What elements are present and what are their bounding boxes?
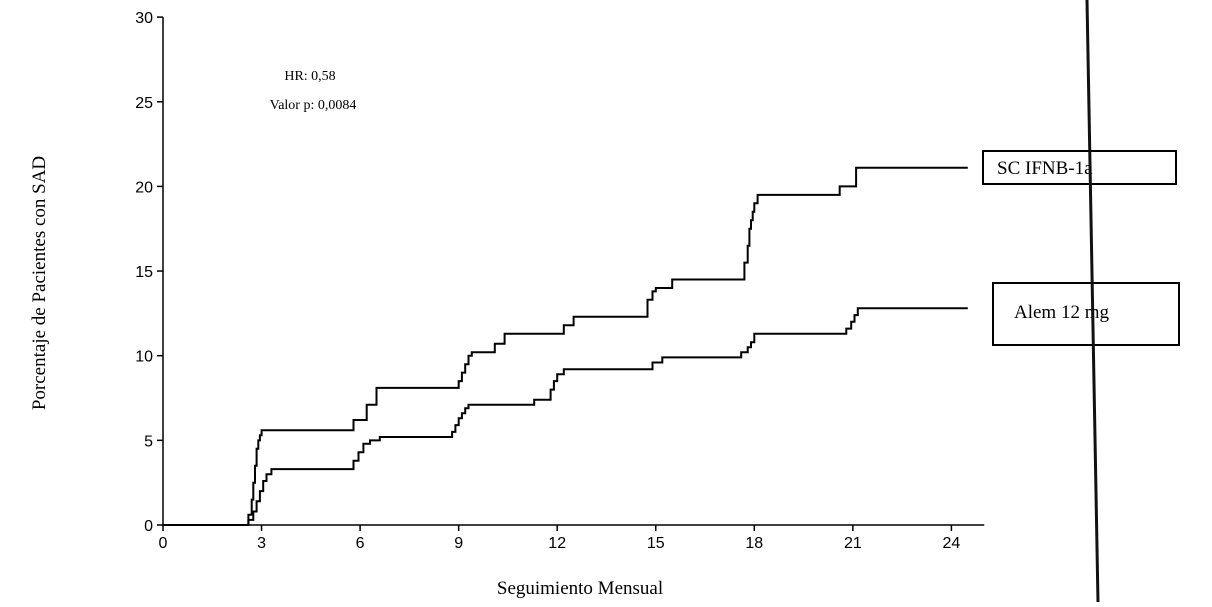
annotation-p-value: Valor p: 0,0084 bbox=[270, 98, 357, 113]
x-axis-title: Seguimiento Mensual bbox=[497, 578, 663, 599]
x-tick-label-8: 24 bbox=[943, 535, 961, 552]
y-tick-label-2: 10 bbox=[135, 349, 153, 366]
legend-box-alem bbox=[992, 282, 1180, 346]
scan-artifact-vertical-line bbox=[1085, 0, 1100, 603]
x-tick-label-6: 18 bbox=[745, 535, 763, 552]
legend-label-ifnb: SC IFNB-1a bbox=[997, 158, 1093, 179]
y-tick-label-6: 30 bbox=[135, 10, 153, 27]
series-line-0 bbox=[163, 166, 968, 526]
legend-box-ifnb bbox=[982, 150, 1177, 185]
y-tick-label-1: 5 bbox=[144, 433, 153, 450]
x-tick-label-1: 3 bbox=[257, 535, 266, 552]
y-tick-label-0: 0 bbox=[144, 518, 153, 535]
y-tick-label-4: 20 bbox=[135, 179, 153, 196]
x-tick-label-5: 15 bbox=[647, 535, 665, 552]
legend-label-alem: Alem 12 mg bbox=[1014, 302, 1109, 323]
series-line-1 bbox=[163, 307, 968, 526]
annotation-hr: HR: 0,58 bbox=[284, 69, 335, 84]
x-tick-label-2: 6 bbox=[356, 535, 365, 552]
x-tick-label-7: 21 bbox=[844, 535, 862, 552]
y-axis-title: Porcentaje de Pacientes con SAD bbox=[29, 156, 50, 410]
y-tick-label-3: 15 bbox=[135, 264, 153, 281]
x-tick-label-0: 0 bbox=[159, 535, 168, 552]
x-tick-label-4: 12 bbox=[548, 535, 566, 552]
y-tick-label-5: 25 bbox=[135, 95, 153, 112]
x-tick-label-3: 9 bbox=[454, 535, 463, 552]
